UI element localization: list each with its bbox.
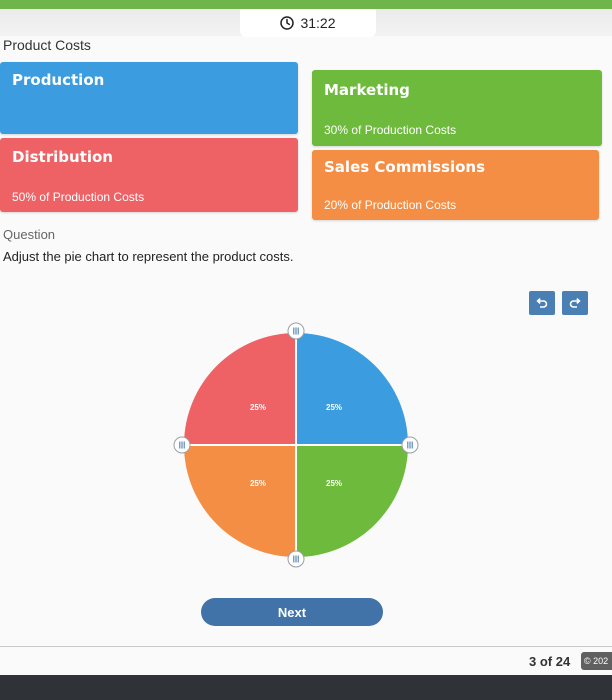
pie-drag-handle[interactable] xyxy=(287,550,305,568)
card-marketing-subtitle: 30% of Production Costs xyxy=(324,123,457,137)
bottom-bar xyxy=(0,675,612,700)
card-marketing-title: Marketing xyxy=(324,81,410,99)
footer-divider xyxy=(0,646,612,647)
card-distribution-title: Distribution xyxy=(12,148,113,166)
pie-slice-label: 25% xyxy=(250,479,266,488)
clock-icon xyxy=(280,16,295,30)
redo-icon xyxy=(569,298,581,308)
question-label: Question xyxy=(3,227,56,242)
undo-icon xyxy=(536,298,548,308)
card-sales-commissions: Sales Commissions 20% of Production Cost… xyxy=(312,150,599,220)
pie-dividers xyxy=(176,325,416,565)
pie-drag-handle[interactable] xyxy=(173,436,191,454)
card-production: Production xyxy=(0,62,298,134)
redo-button[interactable] xyxy=(562,291,588,315)
pie-handles xyxy=(173,322,419,568)
pie-drag-handle[interactable] xyxy=(287,322,305,340)
question-text: Adjust the pie chart to represent the pr… xyxy=(3,249,294,264)
card-sales-subtitle: 20% of Production Costs xyxy=(324,198,457,212)
pie-slice-marketing xyxy=(296,445,408,557)
section-title: Product Costs xyxy=(3,37,91,53)
progress-accent-line xyxy=(0,0,612,9)
timer-text: 31:22 xyxy=(300,15,336,31)
card-distribution: Distribution 50% of Production Costs xyxy=(0,138,298,212)
undo-button[interactable] xyxy=(529,291,555,315)
card-marketing: Marketing 30% of Production Costs xyxy=(312,70,602,146)
pie-slice-sales-commissions xyxy=(184,445,296,557)
pie-slices xyxy=(184,333,408,557)
pie-slice-distribution xyxy=(184,333,296,445)
pie-drag-handle[interactable] xyxy=(401,436,419,454)
pie-slice-label: 25% xyxy=(326,403,342,412)
next-button[interactable]: Next xyxy=(201,598,383,626)
pie-slice-label: 25% xyxy=(326,479,342,488)
pie-labels: 25% 25% 25% 25% xyxy=(250,403,342,488)
card-distribution-subtitle: 50% of Production Costs xyxy=(12,190,145,204)
pie-slice-production xyxy=(296,333,408,445)
copyright-badge: © 202 xyxy=(581,652,612,670)
card-production-title: Production xyxy=(12,71,105,89)
card-sales-title: Sales Commissions xyxy=(324,158,486,176)
timer: 31:22 xyxy=(240,9,376,37)
pie-slice-label: 25% xyxy=(250,403,266,412)
pie-chart[interactable]: 25% 25% 25% 25% xyxy=(160,318,430,578)
page-counter: 3 of 24 xyxy=(529,654,571,669)
